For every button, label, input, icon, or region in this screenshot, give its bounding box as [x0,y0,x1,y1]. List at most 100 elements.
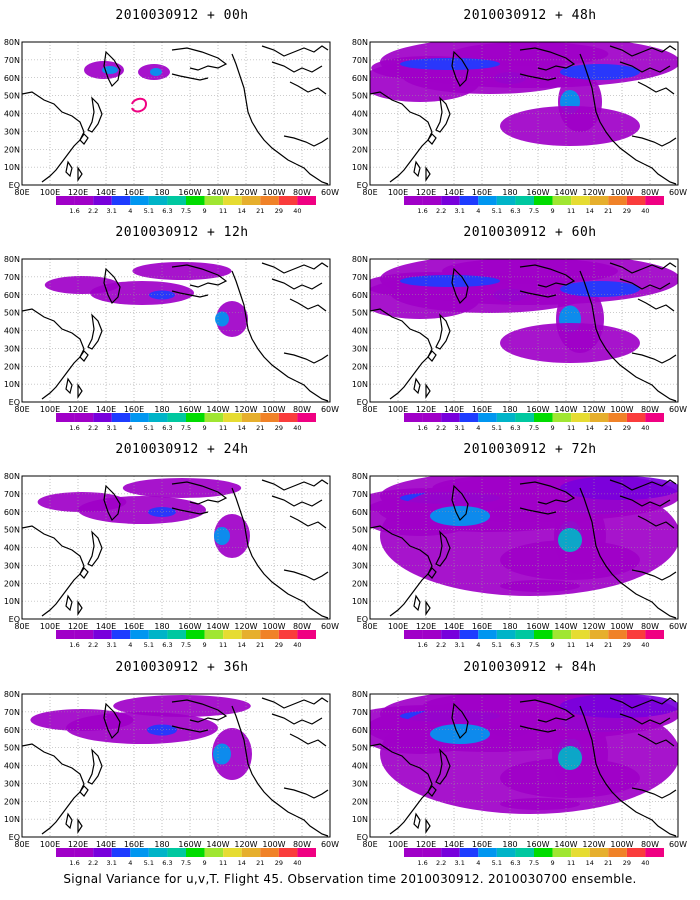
coastline [425,600,431,616]
colorbar-label: 4 [476,641,480,649]
lat-tick-label: 70N [4,56,20,65]
colorbar-swatch [608,630,627,639]
colorbar-swatch [515,413,534,422]
colorbar-label: 1.6 [69,424,79,432]
coastline [271,278,323,290]
colorbar-swatch [204,848,224,857]
colorbar-label: 29 [275,424,283,432]
colorbar-swatch [297,848,316,857]
lon-tick-label: 100E [40,188,60,197]
colorbar-swatch [478,413,497,422]
lat-tick-label: 30N [4,779,20,788]
colorbar-label: 4 [128,641,132,649]
colorbar-label: 9 [203,424,207,432]
colorbar-swatch [459,413,479,422]
colorbar-label: 1.6 [69,641,79,649]
colorbar-label: 1.6 [417,859,427,867]
coastline [619,495,671,507]
coastline [609,262,677,274]
lat-tick-label: 60N [352,726,368,735]
colorbar-swatch [260,413,279,422]
coastline [643,597,677,619]
lon-tick-label: 160E [472,840,492,849]
lon-tick-label: 100E [388,188,408,197]
lon-tick-label: 140E [444,405,464,414]
lat-tick-label: 80N [352,472,368,481]
colorbar-swatch [186,848,205,857]
colorbar-label: 1.6 [69,859,79,867]
lon-tick-label: 120W [582,840,605,849]
lon-tick-label: 160W [526,840,549,849]
colorbar-label: 14 [238,641,246,649]
lon-tick-label: 60W [669,622,687,631]
lon-tick-label: 100E [388,405,408,414]
coastline [579,705,645,817]
lon-tick-label: 140W [554,188,577,197]
coastline [295,380,329,402]
lat-tick-label: 60N [4,726,20,735]
colorbar-label: 5.1 [144,207,154,215]
variance-contour [500,323,640,363]
lon-tick-label: 60W [321,405,339,414]
colorbar-swatch [223,848,242,857]
colorbar-label: 21 [604,424,612,432]
colorbar-swatch [148,630,168,639]
coastline [231,705,297,817]
coastline [451,267,469,305]
colorbar-swatch [571,196,590,205]
coastline [22,743,85,835]
coastline [579,270,645,382]
colorbar-label: 6.3 [510,424,520,432]
lon-tick-label: 180 [154,622,169,631]
coastline [283,787,329,799]
colorbar-label: 11 [219,424,227,432]
lon-tick-label: 120W [582,622,605,631]
coastline [425,383,431,399]
lat-tick-label: 70N [352,56,368,65]
coastline [637,81,675,95]
lon-tick-label: 120W [234,188,257,197]
variance-contour [400,275,500,287]
coastline [631,787,677,799]
colorbar-swatch [534,413,553,422]
coastline [171,264,228,288]
coastline [103,702,121,740]
coastline [519,507,557,515]
lat-tick-label: 40N [352,110,368,119]
variance-contour [113,695,251,717]
colorbar-label: 40 [641,859,649,867]
variance-contour [500,798,580,810]
colorbar-swatch [241,848,261,857]
variance-contour [558,528,582,552]
lat-tick-label: 50N [4,526,20,535]
colorbar-label: 21 [256,207,264,215]
lon-tick-label: 160W [526,405,549,414]
coastline [427,785,437,797]
lon-tick-label: 80E [14,840,29,849]
lat-tick-label: 30N [352,561,368,570]
colorbar-label: 40 [293,641,301,649]
lat-tick-label: 30N [4,127,20,136]
lon-tick-label: 120E [68,188,88,197]
coastline [427,350,437,362]
lat-tick-label: 20N [352,797,368,806]
colorbar-swatch [111,630,131,639]
colorbar-label: 11 [219,859,227,867]
lon-tick-label: 120E [416,840,436,849]
colorbar-swatch [645,196,664,205]
colorbar-label: 2.2 [88,641,98,649]
colorbar-label: 1.6 [69,207,79,215]
panel-title: 2010030912 + 12h [115,225,249,240]
lon-tick-label: 140W [554,840,577,849]
colorbar-label: 5.1 [492,641,502,649]
colorbar-swatch [93,196,112,205]
colorbar-label: 5.1 [144,641,154,649]
lat-tick-label: 40N [352,762,368,771]
coastline [79,785,89,797]
colorbar-swatch [496,196,516,205]
colorbar-label: 14 [586,207,594,215]
colorbar-swatch [148,413,168,422]
lon-tick-label: 100E [40,840,60,849]
lon-tick-label: 120E [68,840,88,849]
